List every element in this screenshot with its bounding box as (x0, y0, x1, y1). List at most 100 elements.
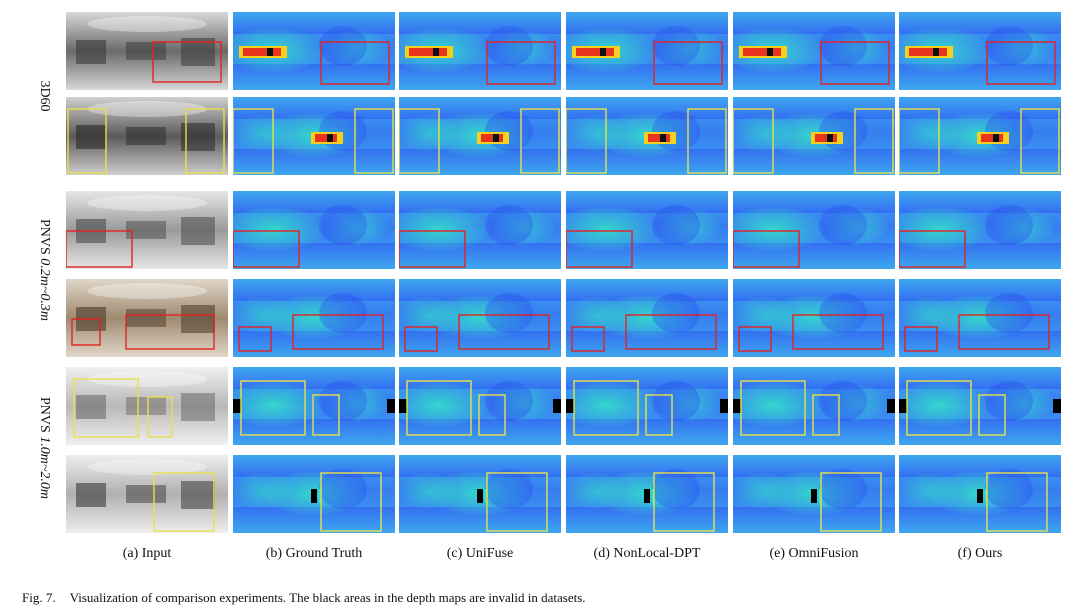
depth-map-image (399, 97, 561, 175)
depth-map-image (233, 367, 395, 445)
depth-map-image (899, 12, 1061, 90)
yellow-highlight-box (312, 394, 340, 436)
grid-cell-ours (899, 279, 1061, 357)
grid-cell-input (66, 279, 228, 357)
yellow-highlight-box (147, 396, 173, 438)
depth-map-image (233, 12, 395, 90)
depth-map-image (566, 455, 728, 533)
yellow-highlight-box (520, 108, 560, 174)
grid-cell-unifuse (399, 97, 561, 175)
red-highlight-box (404, 326, 438, 352)
grid-cell-gt (233, 279, 395, 357)
yellow-highlight-box (486, 472, 548, 532)
grid-cell-gt (233, 12, 395, 90)
red-highlight-box (820, 41, 890, 85)
grid-cell-unifuse (399, 455, 561, 533)
depth-map-image (733, 367, 895, 445)
grid-cell-gt (233, 97, 395, 175)
depth-map-image (233, 279, 395, 357)
yellow-highlight-box (820, 472, 882, 532)
yellow-highlight-box (986, 472, 1048, 532)
red-highlight-box (899, 230, 966, 268)
depth-map-image (899, 97, 1061, 175)
grid-cell-unifuse (399, 12, 561, 90)
col-label-input: (a) Input (122, 546, 172, 561)
grid-cell-input (66, 367, 228, 445)
yellow-highlight-box (740, 380, 806, 436)
grid-cell-omnifusion (733, 279, 895, 357)
grid-cell-omnifusion (733, 12, 895, 90)
red-highlight-box (292, 314, 384, 350)
depth-map-image (399, 12, 561, 90)
depth-map-image (233, 455, 395, 533)
red-highlight-box (625, 314, 717, 350)
grid-cell-omnifusion (733, 191, 895, 269)
grid-cell-input (66, 97, 228, 175)
figure-number: Fig. 7. (22, 590, 56, 605)
yellow-highlight-box (240, 380, 306, 436)
yellow-highlight-box (233, 108, 274, 174)
depth-map-image (566, 279, 728, 357)
depth-map-image (566, 97, 728, 175)
yellow-highlight-box (320, 472, 382, 532)
red-highlight-box (66, 230, 133, 268)
row-label-pnvs-far: PNVS 1.0m~2.0m (36, 378, 52, 518)
yellow-highlight-box (153, 472, 215, 532)
red-highlight-box (986, 41, 1056, 85)
depth-map-image (733, 455, 895, 533)
input-panorama-image (66, 279, 228, 357)
grid-cell-nonlocal (566, 12, 728, 90)
input-panorama-image (66, 455, 228, 533)
yellow-highlight-box (1020, 108, 1060, 174)
yellow-highlight-box (354, 108, 394, 174)
grid-cell-omnifusion (733, 97, 895, 175)
red-highlight-box (904, 326, 938, 352)
yellow-highlight-box (73, 378, 139, 438)
red-highlight-box (399, 230, 466, 268)
red-highlight-box (571, 326, 605, 352)
col-label-omnifusion: (e) OmniFusion (769, 546, 859, 561)
red-highlight-box (320, 41, 390, 85)
yellow-highlight-box (645, 394, 673, 436)
depth-map-image (566, 367, 728, 445)
yellow-highlight-box (733, 108, 774, 174)
depth-map-image (733, 191, 895, 269)
red-highlight-box (458, 314, 550, 350)
grid-cell-gt (233, 455, 395, 533)
depth-map-image (399, 279, 561, 357)
red-highlight-box (238, 326, 272, 352)
yellow-highlight-box (67, 108, 107, 174)
red-highlight-box (738, 326, 772, 352)
yellow-highlight-box (906, 380, 972, 436)
row-label-pnvs-far-range: 1.0m~2.0m (37, 436, 52, 500)
red-highlight-box (233, 230, 300, 268)
depth-map-image (399, 367, 561, 445)
depth-map-image (733, 97, 895, 175)
row-label-pnvs-near-text: PNVS (37, 218, 52, 259)
col-label-unifuse: (c) UniFuse (446, 546, 514, 561)
yellow-highlight-box (573, 380, 639, 436)
grid-cell-input (66, 455, 228, 533)
yellow-highlight-box (399, 108, 440, 174)
yellow-highlight-box (478, 394, 506, 436)
grid-cell-gt (233, 367, 395, 445)
grid-cell-ours (899, 191, 1061, 269)
col-label-gt: (b) Ground Truth (265, 546, 363, 561)
input-panorama-image (66, 97, 228, 175)
grid-cell-input (66, 12, 228, 90)
depth-map-image (899, 279, 1061, 357)
depth-map-image (899, 367, 1061, 445)
red-highlight-box (958, 314, 1050, 350)
grid-cell-nonlocal (566, 97, 728, 175)
row-label-pnvs-near: PNVS 0.2m~0.3m (36, 200, 52, 340)
grid-cell-gt (233, 191, 395, 269)
depth-map-image (899, 191, 1061, 269)
figure-caption-text: Visualization of comparison experiments.… (69, 590, 586, 605)
grid-cell-omnifusion (733, 367, 895, 445)
figure-caption: Fig. 7. Visualization of comparison exper… (22, 590, 586, 606)
depth-map-image (566, 191, 728, 269)
row-label-pnvs-near-range: 0.2m~0.3m (37, 258, 52, 322)
grid-cell-unifuse (399, 191, 561, 269)
yellow-highlight-box (406, 380, 472, 436)
grid-cell-input (66, 191, 228, 269)
